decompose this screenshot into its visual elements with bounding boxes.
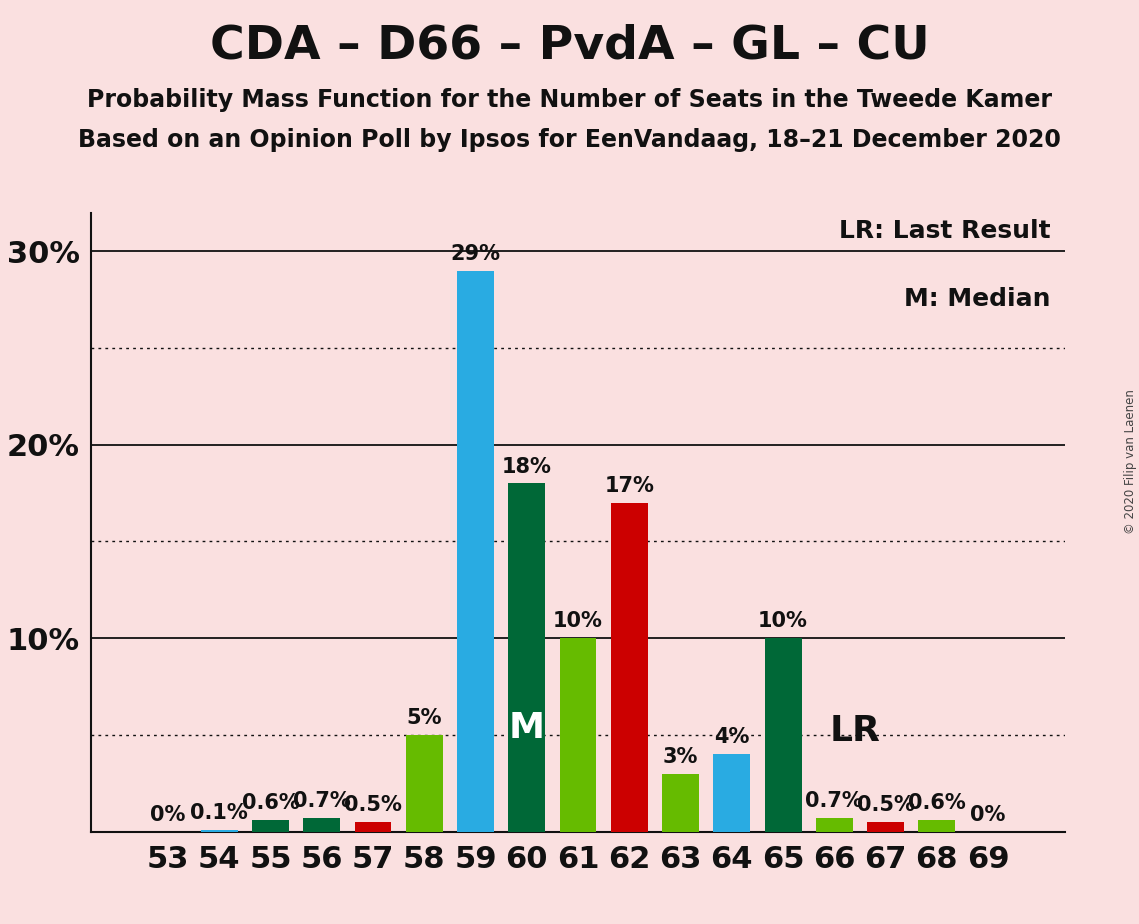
Text: 0.6%: 0.6% [241,793,300,813]
Text: 10%: 10% [759,612,808,631]
Bar [200,830,238,832]
Text: Probability Mass Function for the Number of Seats in the Tweede Kamer: Probability Mass Function for the Number… [87,88,1052,112]
Bar [918,820,956,832]
Text: 4%: 4% [714,727,749,748]
Text: 10%: 10% [554,612,603,631]
Text: 0.6%: 0.6% [908,793,966,813]
Bar [354,822,392,832]
Bar [252,820,289,832]
Text: Based on an Opinion Poll by Ipsos for EenVandaag, 18–21 December 2020: Based on an Opinion Poll by Ipsos for Ee… [79,128,1060,152]
Text: 0.5%: 0.5% [857,796,915,815]
Bar [559,638,597,832]
Bar [764,638,802,832]
Text: 0%: 0% [970,805,1006,825]
Bar [405,735,443,832]
Text: 0%: 0% [150,805,186,825]
Text: CDA – D66 – PvdA – GL – CU: CDA – D66 – PvdA – GL – CU [210,23,929,68]
Text: 0.5%: 0.5% [344,796,402,815]
Text: © 2020 Filip van Laenen: © 2020 Filip van Laenen [1124,390,1137,534]
Bar [508,483,546,832]
Bar [816,818,853,832]
Text: 5%: 5% [407,708,442,728]
Text: 0.7%: 0.7% [805,791,863,811]
Bar [611,503,648,832]
Text: M: M [509,711,544,745]
Bar [867,822,904,832]
Text: 17%: 17% [605,476,654,496]
Text: 3%: 3% [663,747,698,767]
Bar [303,818,341,832]
Text: 0.7%: 0.7% [293,791,351,811]
Text: M: Median: M: Median [904,286,1050,310]
Text: 29%: 29% [451,244,500,263]
Text: LR: LR [829,714,880,748]
Bar [457,271,494,832]
Text: LR: Last Result: LR: Last Result [838,219,1050,243]
Bar [662,773,699,832]
Text: 0.1%: 0.1% [190,803,248,823]
Text: 18%: 18% [502,456,551,477]
Bar [713,754,751,832]
